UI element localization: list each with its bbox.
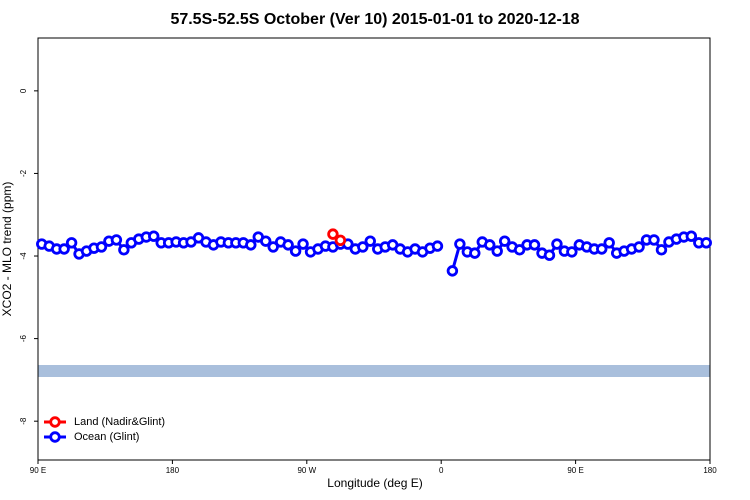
data-point [566,246,578,258]
data-point [148,230,160,242]
map-strip [38,365,710,377]
data-point [431,240,444,252]
data-point [95,241,108,253]
data-point [551,238,563,250]
y-tick-label: -4 [19,252,28,260]
y-tick-label: -8 [19,417,28,425]
data-point [446,265,459,277]
data-point [245,239,257,251]
data-point [289,245,302,257]
data-point [543,249,556,261]
data-point [65,237,78,249]
legend-label: Ocean (Glint) [74,431,139,443]
data-point [655,244,668,256]
plot-frame [37,37,711,461]
legend-marker [49,431,61,443]
data-point [596,243,608,255]
data-point [297,238,309,250]
x-tick-label: 90 E [30,466,46,475]
y-tick-label: -2 [19,169,28,177]
data-point [633,241,645,253]
data-point [484,239,496,251]
chart-title: 57.5S-52.5S October (Ver 10) 2015-01-01 … [170,11,579,28]
data-point [327,228,339,240]
x-tick-label: 90 W [297,466,316,475]
data-point [528,239,541,251]
data-point [700,237,712,249]
data-point [603,237,615,249]
data-point [364,235,376,247]
data-point [334,234,347,247]
data-point [118,244,130,256]
data-point [260,235,272,247]
y-axis-label: XCO2 - MLO trend (ppm) [0,182,14,317]
data-point [491,245,503,257]
x-tick-label: 180 [703,466,717,475]
x-axis-label: Longitude (deg E) [327,476,422,490]
data-point [469,247,481,259]
data-point [648,234,660,246]
data-point [282,239,294,251]
data-point [685,230,698,242]
x-tick-label: 0 [439,466,444,475]
data-point [454,238,466,250]
y-tick-label: 0 [19,88,28,93]
x-tick-label: 180 [166,466,180,475]
data-point [110,234,123,246]
data-point [498,235,511,247]
data-point [58,243,70,255]
x-tick-label: 90 E [567,466,583,475]
data-point [267,241,279,253]
data-point [513,244,526,256]
legend-marker [49,416,61,428]
y-tick-label: -6 [19,335,28,343]
legend-label: Land (Nadir&Glint) [74,416,165,428]
data-point [357,241,369,253]
